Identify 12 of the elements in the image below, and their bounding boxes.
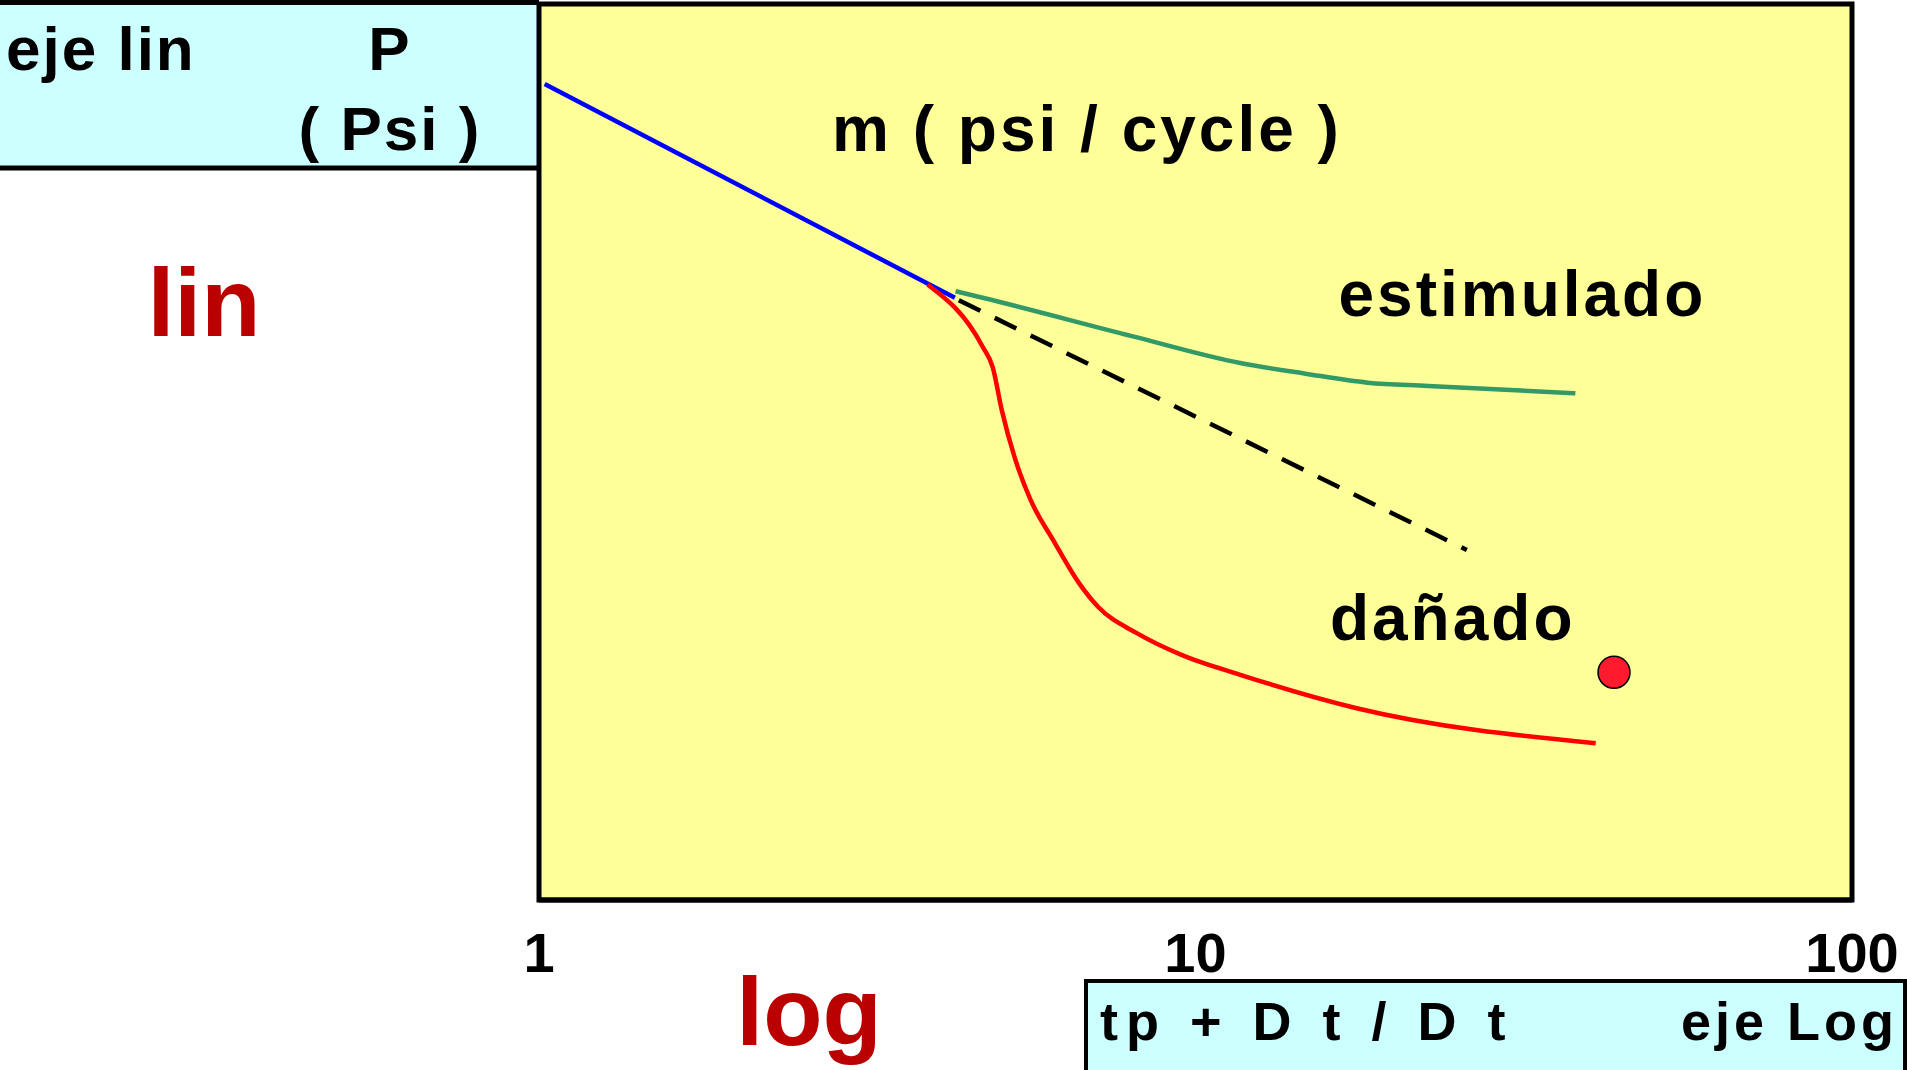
- series-label: dañado: [1329, 582, 1576, 655]
- text: lin: [147, 248, 261, 357]
- x-tick-label: 100: [1805, 921, 1899, 984]
- text: eje Log: [1680, 991, 1898, 1051]
- x-tick-label: 10: [1164, 921, 1227, 984]
- x-tick-label: 1: [523, 921, 555, 984]
- x-axis-title: tp + D t / D t: [1100, 991, 1514, 1051]
- y-axis-title: P ( Psi ): [298, 14, 482, 163]
- annotation: m ( psi / cycle ): [832, 93, 1342, 165]
- text: log: [736, 957, 882, 1066]
- text: eje lin: [6, 14, 196, 83]
- series-label: estimulado: [1338, 258, 1707, 331]
